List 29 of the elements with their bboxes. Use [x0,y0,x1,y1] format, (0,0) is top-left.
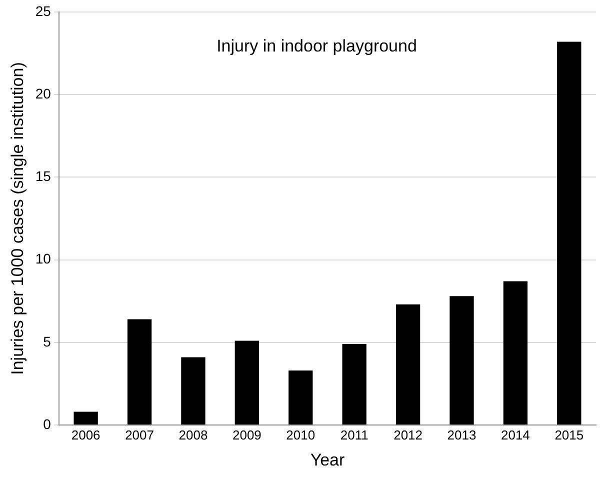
annotation: Injury in indoor playground [216,36,417,56]
x-tick-label: 2010 [286,427,316,442]
y-tick-label: 10 [35,250,52,267]
bar [127,319,152,424]
x-tick-label: 2009 [232,427,262,442]
bar [234,340,260,424]
y-axis-title: Injuries per 1000 cases (single institution) [8,62,27,375]
x-tick-label: 2006 [71,427,100,442]
bar [503,281,528,424]
x-tick-label: 2011 [340,427,368,442]
x-axis-title: Year [310,450,345,470]
bar [557,42,582,424]
x-tick-label: 2012 [394,427,422,442]
bar [288,370,313,424]
y-tick-label: 20 [35,85,52,102]
y-tick-label: 5 [43,333,52,350]
x-tick-label: 2008 [178,427,208,442]
x-tick-label: 2013 [447,427,476,442]
bar [396,304,420,424]
y-tick-label: 0 [43,416,52,432]
bar [450,296,474,424]
x-tick-label: 2014 [500,427,530,442]
bar [342,344,366,424]
y-tick-label: 25 [35,2,52,19]
x-tick-label: 2015 [554,427,584,442]
bar [181,357,206,424]
y-tick-label: 15 [35,168,52,184]
bar [74,412,98,424]
x-tick-label: 2007 [125,427,154,442]
